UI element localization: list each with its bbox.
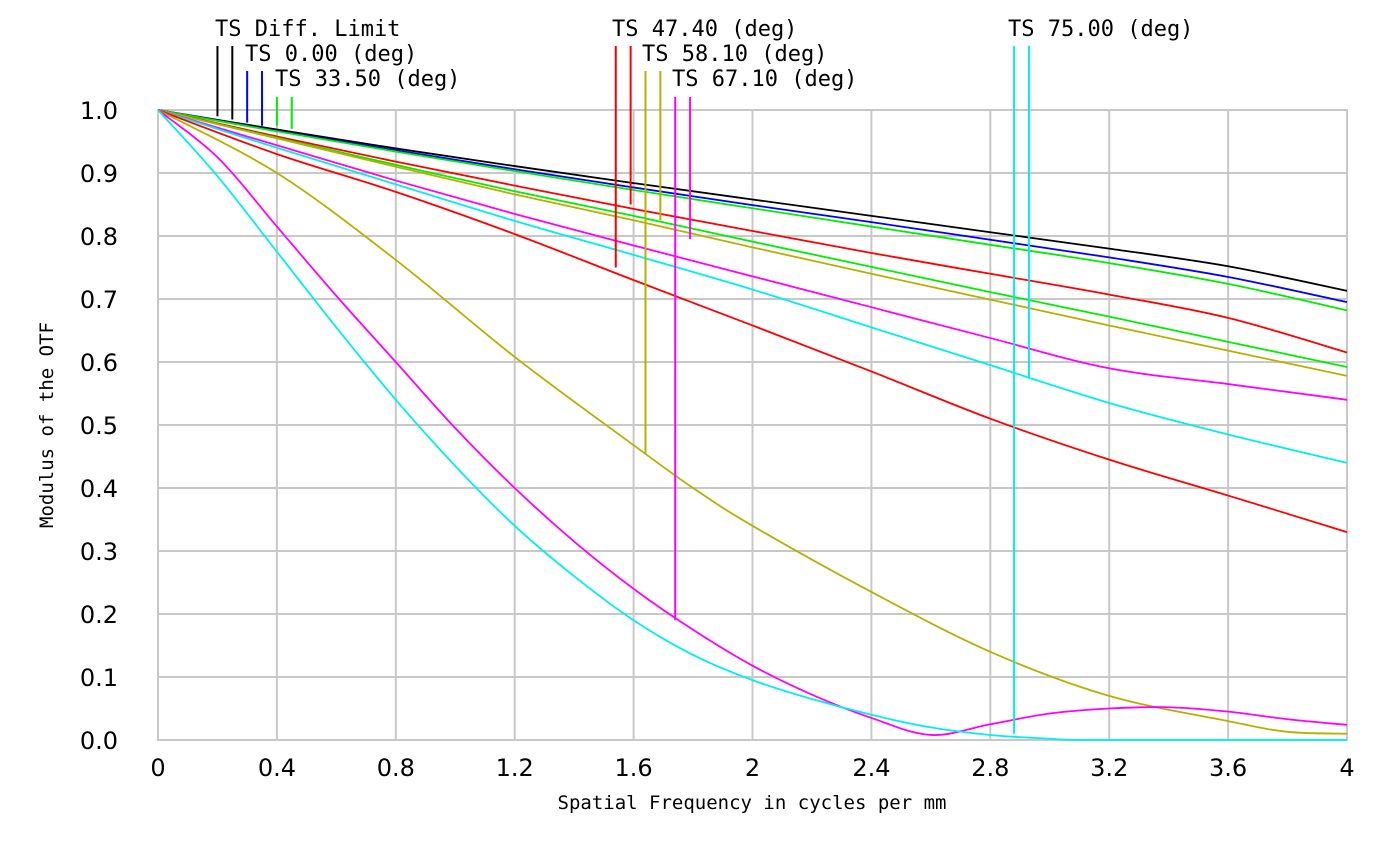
x-tick-label: 1.6 (615, 754, 653, 782)
otf-curve-3 (157, 109, 1348, 312)
x-tick-label: 1.2 (496, 754, 534, 782)
legend-marker-layer (216, 46, 1030, 734)
x-tick-label: 0.4 (258, 754, 296, 782)
y-tick-label: 0.5 (80, 412, 118, 440)
x-axis-label: Spatial Frequency in cycles per mm (558, 792, 947, 814)
legend-label: TS 67.10 (deg) (672, 67, 857, 92)
legend-label: TS 33.50 (deg) (275, 67, 460, 92)
curve-layer (157, 109, 1348, 741)
y-tick-label: 0.2 (80, 601, 118, 629)
legend-label: TS 0.00 (deg) (245, 42, 417, 67)
y-tick-label: 1.0 (80, 97, 118, 125)
y-tick-label: 0.0 (80, 727, 118, 755)
otf-curve-8 (157, 109, 1348, 464)
x-tick-label: 3.6 (1209, 754, 1247, 782)
tick-layer: 0 0.4 0.8 1.2 1.6 2 2.4 2.8 3.2 3.6 4 0.0 0.1 0.2 0.3 0… (80, 97, 1355, 782)
x-tick-label: 0 (150, 754, 165, 782)
legend-label: TS 47.40 (deg) (612, 17, 797, 42)
otf-curve-2 (157, 109, 1348, 304)
otf-curve-12 (157, 109, 1347, 741)
legend-label: TS 75.00 (deg) (1008, 17, 1193, 42)
y-axis-label: Modulus of the OTF (36, 322, 58, 528)
x-tick-label: 3.2 (1090, 754, 1128, 782)
legend-label: TS 58.10 (deg) (642, 42, 827, 67)
otf-curve-4 (157, 109, 1348, 354)
y-tick-label: 0.7 (80, 286, 118, 314)
otf-curve-9 (157, 109, 1348, 533)
y-tick-label: 0.1 (80, 664, 118, 692)
otf-curve-10 (157, 109, 1348, 735)
otf-curve-5 (157, 109, 1348, 368)
x-tick-label: 2.8 (971, 754, 1009, 782)
otf-curve-11 (157, 109, 1348, 736)
y-tick-label: 0.6 (80, 349, 118, 377)
y-tick-label: 0.3 (80, 538, 118, 566)
otf-curve-1 (157, 109, 1348, 292)
otf-curve-7 (157, 109, 1348, 401)
y-tick-label: 0.8 (80, 223, 118, 251)
x-tick-label: 2.4 (852, 754, 890, 782)
x-tick-label: 0.8 (377, 754, 415, 782)
x-tick-label: 4 (1339, 754, 1354, 782)
otf-curve-6 (157, 109, 1348, 377)
y-tick-label: 0.9 (80, 160, 118, 188)
x-tick-label: 2 (745, 754, 760, 782)
y-tick-label: 0.4 (80, 475, 118, 503)
legend-label: TS Diff. Limit (215, 17, 400, 42)
grid-layer (157, 109, 1348, 741)
